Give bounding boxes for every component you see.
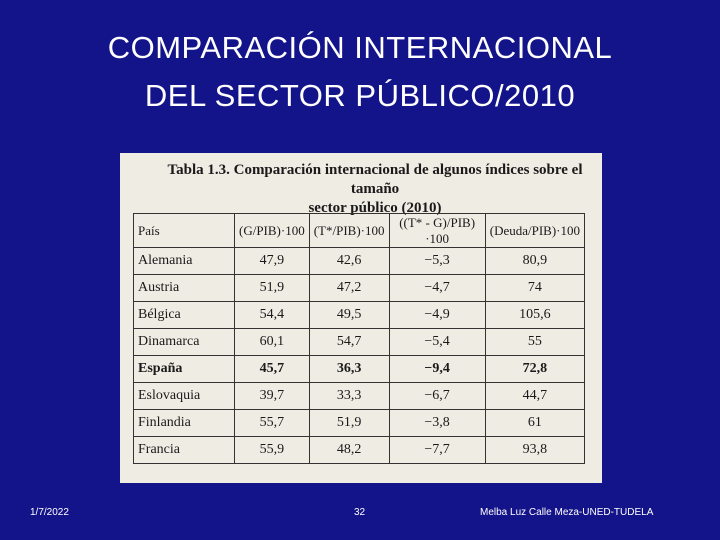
value-cell: −5,3 bbox=[388, 247, 486, 275]
header-row: País (G/PIB)·100 (T*/PIB)·100 ((T* - G)/PIB… bbox=[133, 213, 586, 248]
value-cell: 80,9 bbox=[484, 247, 586, 275]
table-row: Dinamarca 60,1 54,7 −5,4 55 bbox=[133, 328, 586, 356]
scanned-table: Tabla 1.3. Comparación internacional de … bbox=[120, 153, 602, 483]
value-cell: −3,8 bbox=[388, 409, 486, 437]
footer-date: 1/7/2022 bbox=[30, 507, 69, 518]
country-cell: Dinamarca bbox=[133, 328, 235, 356]
value-cell: 55 bbox=[484, 328, 586, 356]
column-header: ((T* - G)/PIB) ·100 bbox=[388, 213, 486, 248]
value-cell: 51,9 bbox=[308, 409, 390, 437]
value-cell: 47,2 bbox=[308, 274, 390, 302]
table-row: Bélgica 54,4 49,5 −4,9 105,6 bbox=[133, 301, 586, 329]
value-cell: 51,9 bbox=[234, 274, 310, 302]
column-header: País bbox=[133, 213, 235, 248]
table-body: Alemania 47,9 42,6 −5,3 80,9 Austria 51,9 47,2−… bbox=[133, 247, 586, 464]
column-header: (T*/PIB)·100 bbox=[308, 213, 390, 248]
value-cell: −4,7 bbox=[388, 274, 486, 302]
value-cell: 33,3 bbox=[308, 382, 390, 410]
column-header: (G/PIB)·100 bbox=[234, 213, 310, 248]
slide-title-line: DEL SECTOR PÚBLICO/2010 bbox=[144, 78, 576, 113]
value-cell: 45,7 bbox=[234, 355, 310, 383]
value-cell: 105,6 bbox=[484, 301, 586, 329]
value-cell: −4,9 bbox=[388, 301, 486, 329]
value-cell: 47,9 bbox=[234, 247, 310, 275]
country-cell: España bbox=[133, 355, 235, 383]
value-cell: 60,1 bbox=[234, 328, 310, 356]
value-cell: 55,7 bbox=[234, 409, 310, 437]
data-table: País (G/PIB)·100 (T*/PIB)·100 ((T* - G)/PIB… bbox=[133, 213, 586, 464]
value-cell: 54,7 bbox=[308, 328, 390, 356]
footer-author: Melba Luz Calle Meza-UNED-TUDELA bbox=[480, 507, 654, 518]
table-row: Austria 51,9 47,2 −4,7 74 bbox=[133, 274, 586, 302]
table-caption: Tabla 1.3. Comparación internacional de … bbox=[160, 161, 590, 218]
value-cell: −7,7 bbox=[388, 436, 486, 464]
value-cell: 93,8 bbox=[484, 436, 586, 464]
caption-line: sector público (2010) bbox=[308, 200, 442, 216]
table-row: Eslovaquia 39,7 33,3 −6,7 44,7 bbox=[133, 382, 586, 410]
value-cell: −5,4 bbox=[388, 328, 486, 356]
country-cell: Eslovaquia bbox=[133, 382, 235, 410]
country-cell: Finlandia bbox=[133, 409, 235, 437]
value-cell: 36,3 bbox=[308, 355, 390, 383]
value-cell: 61 bbox=[484, 409, 586, 437]
table-row: España 45,7 36,3 −9,4 72,8 bbox=[133, 355, 586, 383]
table-row: Finlandia 55,7 51,9 −3,8 61 bbox=[133, 409, 586, 437]
country-cell: Bélgica bbox=[133, 301, 235, 329]
value-cell: 49,5 bbox=[308, 301, 390, 329]
country-cell: Francia bbox=[133, 436, 235, 464]
value-cell: 74 bbox=[484, 274, 586, 302]
table-row: Francia 55,9 48,2 −7,7 93,8 bbox=[133, 436, 586, 464]
value-cell: 55,9 bbox=[234, 436, 310, 464]
page-number: 32 bbox=[354, 507, 366, 518]
column-header: (Deuda/PIB)·100 bbox=[484, 213, 586, 248]
value-cell: 42,6 bbox=[308, 247, 390, 275]
country-cell: Alemania bbox=[133, 247, 235, 275]
table-row: Alemania 47,9 42,6 −5,3 80,9 bbox=[133, 247, 586, 275]
country-cell: Austria bbox=[133, 274, 235, 302]
value-cell: 39,7 bbox=[234, 382, 310, 410]
caption-line: Tabla 1.3. Comparación internacional de … bbox=[167, 162, 583, 197]
value-cell: −6,7 bbox=[388, 382, 486, 410]
value-cell: −9,4 bbox=[388, 355, 486, 383]
value-cell: 48,2 bbox=[308, 436, 390, 464]
value-cell: 54,4 bbox=[234, 301, 310, 329]
slide-title-line: COMPARACIÓN INTERNACIONAL bbox=[107, 30, 613, 65]
value-cell: 72,8 bbox=[484, 355, 586, 383]
value-cell: 44,7 bbox=[484, 382, 586, 410]
